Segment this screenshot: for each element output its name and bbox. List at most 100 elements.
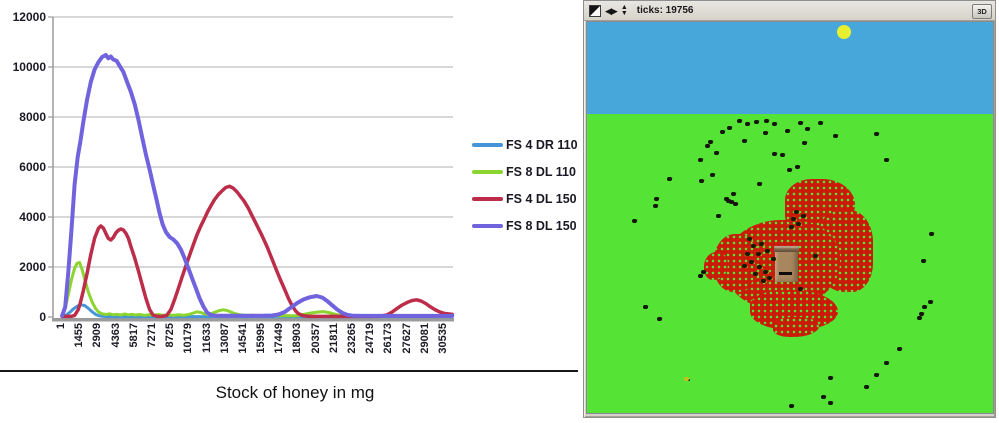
bee-agent [897,347,902,351]
bee-agent [654,197,659,201]
view-settings-icon[interactable] [589,4,601,17]
bee-agent [742,264,747,268]
bee-agent [701,270,706,274]
bee-agent [742,139,747,143]
series-line-1 [60,261,454,318]
x-axis-label: 18903 [291,323,304,354]
bee-agent [733,202,738,206]
bee-agent [922,305,927,309]
bee-agent [710,173,715,177]
bee-agent [813,254,818,258]
world-titlebar: ◀▶ ▲ ▼ ticks: 19756 3D [584,1,995,21]
y-axis-label: 8000 [19,110,46,124]
legend-swatch [472,170,503,174]
bee-agent [753,272,758,276]
bee-agent [772,122,777,126]
beehive [774,246,799,282]
y-axis-label: 0 [39,310,46,324]
bee-agent [864,385,869,389]
bee-agent [657,317,662,321]
x-axis-label: 2909 [91,323,104,348]
legend-label: FS 4 DL 150 [506,192,577,206]
x-axis-label: 15995 [255,323,268,354]
bee-agent [708,140,713,144]
y-axis-label: 6000 [19,160,46,174]
legend-swatch [472,143,503,147]
legend-item: FS 8 DL 110 [472,165,578,179]
x-axis-label: 10179 [182,323,195,354]
bee-agent [757,265,762,269]
bee-agent [771,257,776,261]
bee-agent [698,274,703,278]
bee-agent [796,222,801,226]
legend-item: FS 8 DL 150 [472,219,578,233]
netlogo-world-panel: ◀▶ ▲ ▼ ticks: 19756 3D [583,0,996,418]
bee-agent [763,131,768,135]
bee-agent [729,200,734,204]
bee-agent [794,210,799,214]
legend-swatch [472,224,503,228]
bee-agent [789,404,794,408]
bee-agent [699,179,704,183]
legend-label: FS 4 DR 110 [506,138,578,152]
bee-agent [763,270,768,274]
bee-agent [919,312,924,316]
bee-agent [884,361,889,365]
beehive-lid [774,246,799,252]
vertical-resize-icon[interactable]: ▲ ▼ [620,4,628,17]
bee-agent [787,168,792,172]
bee-agent [754,120,759,124]
x-axis-label: 17449 [273,323,286,354]
legend-label: FS 8 DL 150 [506,219,577,233]
bee-agent [798,121,803,125]
bee-agent [801,214,806,218]
bee-agent [698,158,703,162]
bee-agent [705,144,710,148]
x-axis-label: 7271 [146,323,158,348]
chart-legend: FS 4 DR 110 FS 8 DL 110 FS 4 DL 150 FS 8 DL… [472,138,578,246]
bee-agent [928,300,933,304]
bee-agent [714,151,719,155]
y-axis-label: 2000 [19,260,46,274]
bee-agent [818,121,823,125]
bee-agent [653,204,658,208]
bee-agent [802,141,807,145]
arrow-down-icon: ▼ [620,9,628,17]
bee-agent [828,376,833,380]
x-axis-label: 21811 [327,323,340,353]
bee-agent [747,237,752,241]
caption-separator [0,370,578,372]
x-axis [52,318,454,322]
flower-patch [773,317,819,337]
legend-item: FS 4 DR 110 [472,138,578,152]
bee-agent [874,373,879,377]
x-axis-label: 4363 [109,323,122,348]
bee-agent [643,305,648,309]
view-3d-button[interactable]: 3D [972,3,992,19]
bee-agent [828,401,833,405]
bee-agent [789,225,794,229]
x-axis-label: 20357 [309,323,322,354]
sky [587,22,993,114]
bee-agent [727,126,732,130]
bee-agent [757,182,762,186]
y-axis-label: 12000 [12,10,46,24]
x-axis-label: 27627 [400,323,413,354]
bee-agent [749,260,754,264]
y-axis-label: 4000 [19,210,46,224]
bee-agent [756,252,761,256]
bee-agent [765,249,770,253]
bee-agent [731,192,736,196]
bee-agent [751,244,756,248]
chart-plot-area [48,16,455,322]
x-axis-label: 1 [55,323,68,330]
flower-patch [750,290,838,330]
world-view [586,21,994,414]
bee-agent [833,134,838,138]
x-axis-label: 8725 [164,323,177,348]
horizontal-resize-icon[interactable]: ◀▶ [605,5,618,16]
bee-agent [745,122,750,126]
bee-agent [929,232,934,236]
bee-agent [632,219,637,223]
series-line-3 [60,53,455,318]
